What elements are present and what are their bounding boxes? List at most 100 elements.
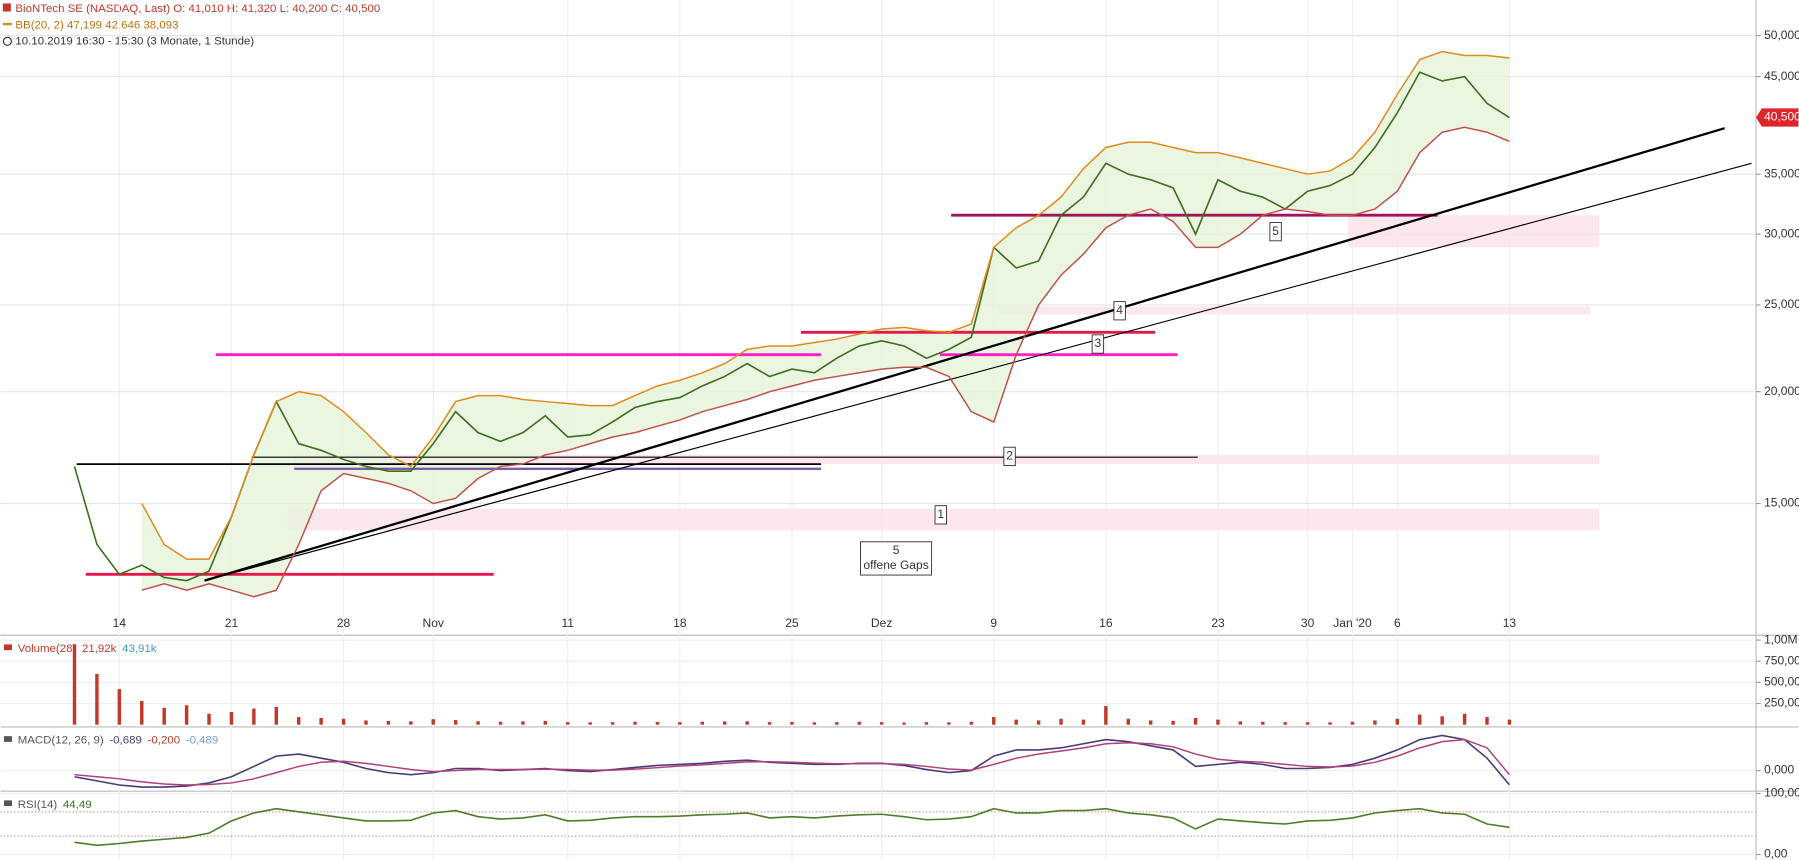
- volume-bar: [1216, 719, 1220, 725]
- y-tick-label: 15,000: [1764, 496, 1799, 510]
- volume-bar: [1104, 706, 1108, 725]
- legend-swatch: [2, 22, 12, 26]
- annotation-box: [934, 505, 947, 525]
- volume-bar: [140, 701, 144, 725]
- trendline: [204, 162, 1752, 582]
- volume-bar: [1283, 722, 1287, 725]
- volume-bar: [969, 721, 974, 725]
- volume-bar: [1507, 719, 1512, 725]
- volume-bar: [207, 713, 211, 725]
- volume-bar: [790, 721, 794, 725]
- volume-bar: [274, 706, 279, 725]
- volume-bar: [1305, 722, 1310, 725]
- volume-bar: [1328, 722, 1332, 725]
- volume-bar: [700, 721, 705, 725]
- x-tick-label: 25: [785, 616, 799, 630]
- clock-icon: [2, 36, 12, 46]
- volume-bar: [341, 718, 346, 725]
- series-line: [141, 126, 1510, 598]
- volume-bar: [633, 721, 637, 725]
- volume-bar: [409, 721, 413, 725]
- legend-entry: -0,200: [148, 735, 180, 747]
- volume-bar: [745, 721, 749, 725]
- y-tick-label: 750,000: [1764, 653, 1799, 667]
- legend-entry: 43,91k: [122, 643, 157, 655]
- instrument-header: BioNTech SE (NASDAQ, Last) O: 41,010 H: …: [15, 3, 380, 15]
- volume-bar: [1148, 720, 1153, 725]
- volume-bar: [184, 705, 189, 725]
- legend-entry: Volume(28): [18, 643, 77, 655]
- volume-bar: [252, 708, 256, 725]
- volume-bar: [902, 722, 906, 725]
- annotation-box: [860, 541, 933, 576]
- y-tick-label: 250,000: [1764, 696, 1799, 710]
- x-tick-label: 16: [1099, 616, 1113, 630]
- period-header: 10.10.2019 16:30 - 15:30 (3 Monate, 1 St…: [15, 35, 254, 47]
- y-tick-label: 45,000: [1764, 69, 1799, 83]
- legend-entry: MACD(12, 26, 9): [18, 735, 104, 747]
- series-line: [74, 738, 1510, 786]
- legend-swatch: [3, 800, 12, 807]
- y-tick-label: 1,00M: [1764, 632, 1797, 646]
- volume-bar: [1418, 714, 1422, 725]
- panel-legend: Volume(28) 21,92k 43,91k: [18, 643, 157, 655]
- x-tick-label: Nov: [423, 616, 444, 630]
- legend-swatch: [3, 736, 12, 742]
- volume-bar: [1462, 713, 1467, 725]
- volume-bar: [498, 721, 503, 725]
- volume-bar: [655, 721, 660, 725]
- last-price-label: 40,500: [1764, 110, 1799, 124]
- y-tick-label: 35,000: [1764, 166, 1799, 180]
- panel-legend: RSI(14) 44,49: [18, 799, 92, 811]
- series-line: [73, 71, 1510, 582]
- legend-entry: RSI(14): [18, 799, 58, 811]
- volume-bar: [1440, 716, 1444, 725]
- volume-bar: [453, 720, 458, 725]
- x-tick-label: 11: [562, 616, 575, 630]
- volume-bar: [1350, 721, 1355, 725]
- x-tick-label: 14: [113, 616, 127, 630]
- volume-bar: [1395, 718, 1400, 725]
- volume-bar: [1261, 721, 1265, 725]
- volume-bar: [229, 712, 234, 725]
- legend-entry: -0,689: [109, 735, 141, 747]
- volume-bar: [476, 721, 480, 725]
- volume-bar: [566, 722, 570, 725]
- annotation-box: [1113, 301, 1126, 321]
- legend-swatch: [2, 3, 11, 12]
- x-tick-label: 9: [990, 616, 997, 630]
- volume-bar: [588, 722, 592, 725]
- x-tick-label: 30: [1301, 616, 1315, 630]
- volume-bar: [386, 720, 391, 725]
- volume-bar: [767, 722, 772, 725]
- bollinger-fill: [141, 51, 1510, 597]
- volume-bar: [722, 721, 727, 725]
- annotation-box: [1003, 446, 1016, 467]
- volume-bar: [1485, 717, 1489, 725]
- y-tick-label: 50,000: [1764, 28, 1799, 42]
- volume-bar: [947, 722, 951, 725]
- volume-bar: [812, 722, 817, 725]
- last-price-marker: [1756, 108, 1799, 127]
- volume-bar: [364, 720, 368, 725]
- volume-bar: [610, 722, 615, 725]
- gap-zone: [294, 454, 1600, 465]
- x-tick-label: Dez: [871, 616, 892, 630]
- volume-bar: [924, 722, 929, 725]
- legend-entry: 21,92k: [82, 643, 117, 655]
- gap-zone: [998, 306, 1591, 315]
- x-tick-label: 28: [337, 616, 351, 630]
- y-tick-label: 20,000: [1764, 384, 1799, 398]
- annotation-box: [1269, 221, 1282, 242]
- annotation-text: 5: [893, 543, 900, 557]
- x-tick-label: 13: [1503, 616, 1517, 630]
- volume-bar: [319, 717, 323, 725]
- x-tick-label: 18: [673, 616, 687, 630]
- volume-bar: [1081, 719, 1086, 725]
- y-tick-label: 0,000: [1764, 763, 1794, 777]
- x-tick-label: 6: [1394, 616, 1401, 630]
- volume-bar: [431, 719, 435, 725]
- volume-bar: [857, 721, 861, 725]
